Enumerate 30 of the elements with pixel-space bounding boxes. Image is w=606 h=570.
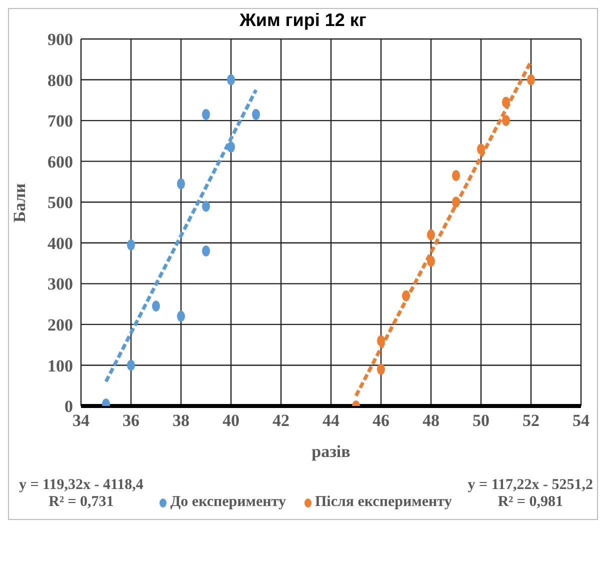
y-tick-label: 800 (48, 70, 73, 90)
y-tick-label: 200 (48, 315, 73, 334)
x-tick-label: 34 (72, 411, 90, 430)
y-tick-label: 0 (64, 397, 73, 416)
text: y = 117,22x - 5251,2 (468, 477, 593, 494)
x-tick-label: 40 (222, 411, 240, 430)
y-tick-label: 700 (48, 112, 73, 131)
text: R² = 0,981 (496, 494, 564, 511)
x-tick-label: 46 (372, 411, 390, 430)
x-tick-label: 42 (272, 411, 290, 430)
y-tick-label: 600 (48, 152, 73, 172)
x-tick-label: 54 (572, 411, 590, 430)
chart-title: Жим гирі 12 кг (238, 9, 368, 31)
y-tick-label: 500 (48, 193, 73, 212)
x-tick-label: 52 (522, 411, 540, 430)
y-axis-title: Бали (10, 183, 30, 222)
legend-label: До експерименту (170, 494, 286, 511)
x-tick-label: 48 (422, 411, 440, 430)
x-tick-label: 36 (122, 411, 140, 430)
y-tick-label: 100 (48, 356, 73, 376)
x-axis-title: разів (312, 442, 350, 461)
y-tick-label: 400 (48, 234, 73, 253)
x-tick-label: 50 (472, 411, 490, 430)
legend-label: Після експерименту (314, 494, 452, 511)
y-tick-label: 300 (48, 274, 73, 294)
text: y = 119,32x - 4118,4 (19, 477, 144, 494)
x-tick-label: 44 (322, 411, 340, 430)
x-tick-label: 38 (172, 411, 190, 430)
text: R² = 0,731 (48, 494, 115, 511)
y-tick-label: 900 (48, 30, 73, 50)
